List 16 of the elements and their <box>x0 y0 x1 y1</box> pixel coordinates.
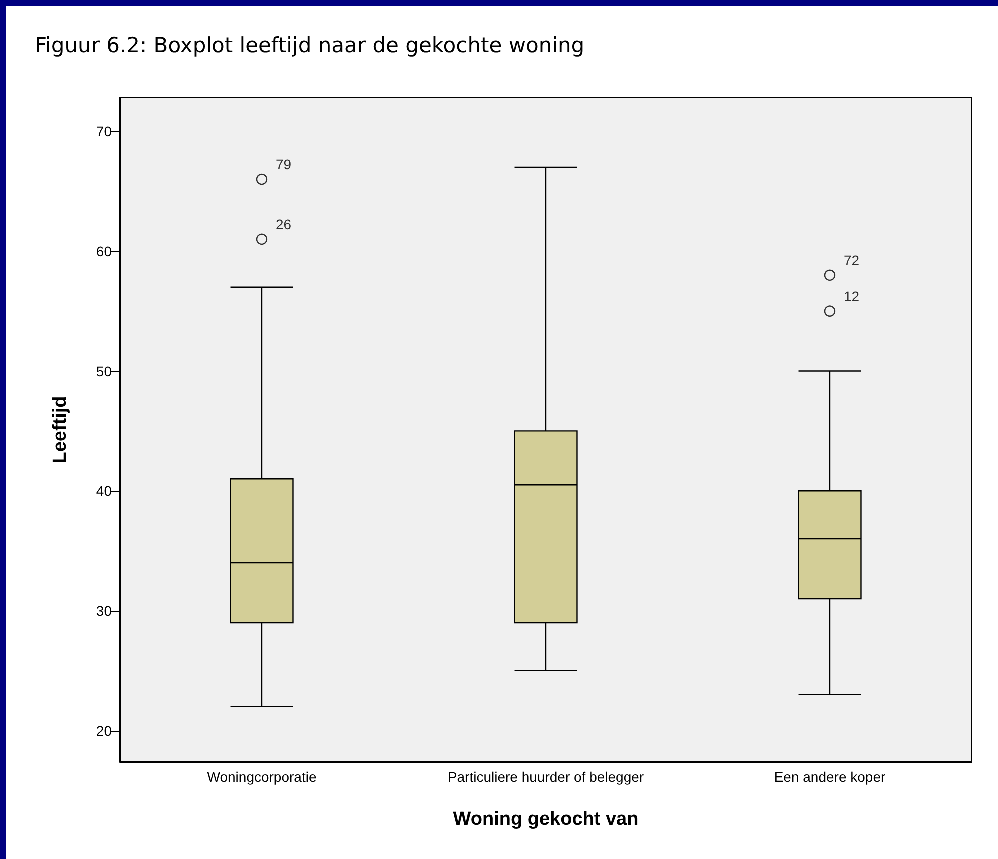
y-tick-label: 60 <box>96 243 112 260</box>
x-tick-label: Woningcorporatie <box>207 769 317 785</box>
annotation: 26 <box>276 216 292 232</box>
y-tick-label: 30 <box>96 602 112 619</box>
x-axis-title: Woning gekocht van <box>453 809 639 830</box>
y-tick-label: 50 <box>96 363 112 380</box>
annotation: 72 <box>844 252 860 268</box>
y-axis-title: Leeftijd <box>50 396 71 464</box>
x-tick-label: Particuliere huurder of belegger <box>448 769 644 785</box>
annotation: 12 <box>844 288 860 304</box>
y-tick-label: 40 <box>96 483 112 500</box>
y-tick-label: 20 <box>96 722 112 739</box>
x-tick-label: Een andere koper <box>774 769 886 785</box>
y-tick-label: 70 <box>96 124 112 140</box>
chart-title: Figuur 6.2: Boxplot leeftijd naar de gekochte woning <box>35 34 585 58</box>
annotation: 79 <box>276 156 292 172</box>
